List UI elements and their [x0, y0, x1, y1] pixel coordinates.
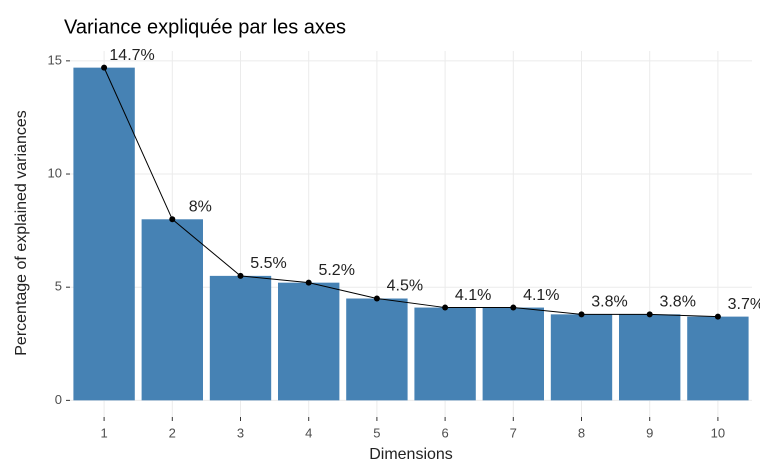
point — [169, 216, 176, 223]
trend-line — [103, 67, 718, 318]
x-axis-label: Dimensions — [369, 446, 453, 463]
bar — [141, 219, 203, 401]
bar — [550, 314, 613, 401]
value-label: 3.7% — [728, 296, 760, 313]
x-tick-label: 5 — [373, 425, 380, 440]
bar — [346, 298, 408, 401]
value-label: 5.2% — [318, 262, 354, 279]
point — [646, 311, 653, 318]
y-tick-label: 0 — [55, 392, 62, 407]
value-label: 3.8% — [659, 294, 695, 311]
point — [442, 304, 449, 311]
x-tick-label: 8 — [578, 425, 585, 440]
bar — [619, 314, 681, 401]
chart-title: Variance expliquée par les axes — [64, 16, 346, 38]
bar — [482, 307, 544, 401]
x-tick-label: 2 — [169, 425, 176, 440]
x-tick-label: 1 — [100, 425, 107, 440]
point — [101, 64, 108, 71]
value-label: 4.1% — [523, 287, 559, 304]
value-label: 4.1% — [455, 287, 491, 304]
point — [237, 272, 244, 279]
x-tick-label: 3 — [237, 425, 244, 440]
bar — [414, 307, 476, 401]
point — [578, 311, 585, 318]
x-tick-label: 9 — [646, 425, 653, 440]
point — [373, 295, 380, 302]
x-tick-label: 6 — [441, 425, 448, 440]
value-label: 5.5% — [250, 255, 286, 272]
bar — [209, 275, 272, 401]
value-label: 8% — [189, 199, 212, 216]
x-tick-label: 7 — [510, 425, 517, 440]
y-axis-label: Percentage of explained variances — [13, 110, 30, 356]
x-tick-label: 4 — [305, 425, 312, 440]
y-tick-label: 5 — [55, 279, 62, 294]
value-label: 3.8% — [591, 294, 627, 311]
bar — [73, 67, 135, 401]
value-label: 4.5% — [387, 278, 423, 295]
point — [714, 313, 721, 320]
y-tick-label: 10 — [48, 165, 62, 180]
x-tick-label: 10 — [711, 425, 725, 440]
point — [305, 279, 312, 286]
bar — [687, 316, 749, 401]
y-tick-label: 15 — [48, 52, 62, 67]
value-label: 14.7% — [109, 47, 154, 64]
bar — [278, 282, 340, 401]
point — [510, 304, 517, 311]
